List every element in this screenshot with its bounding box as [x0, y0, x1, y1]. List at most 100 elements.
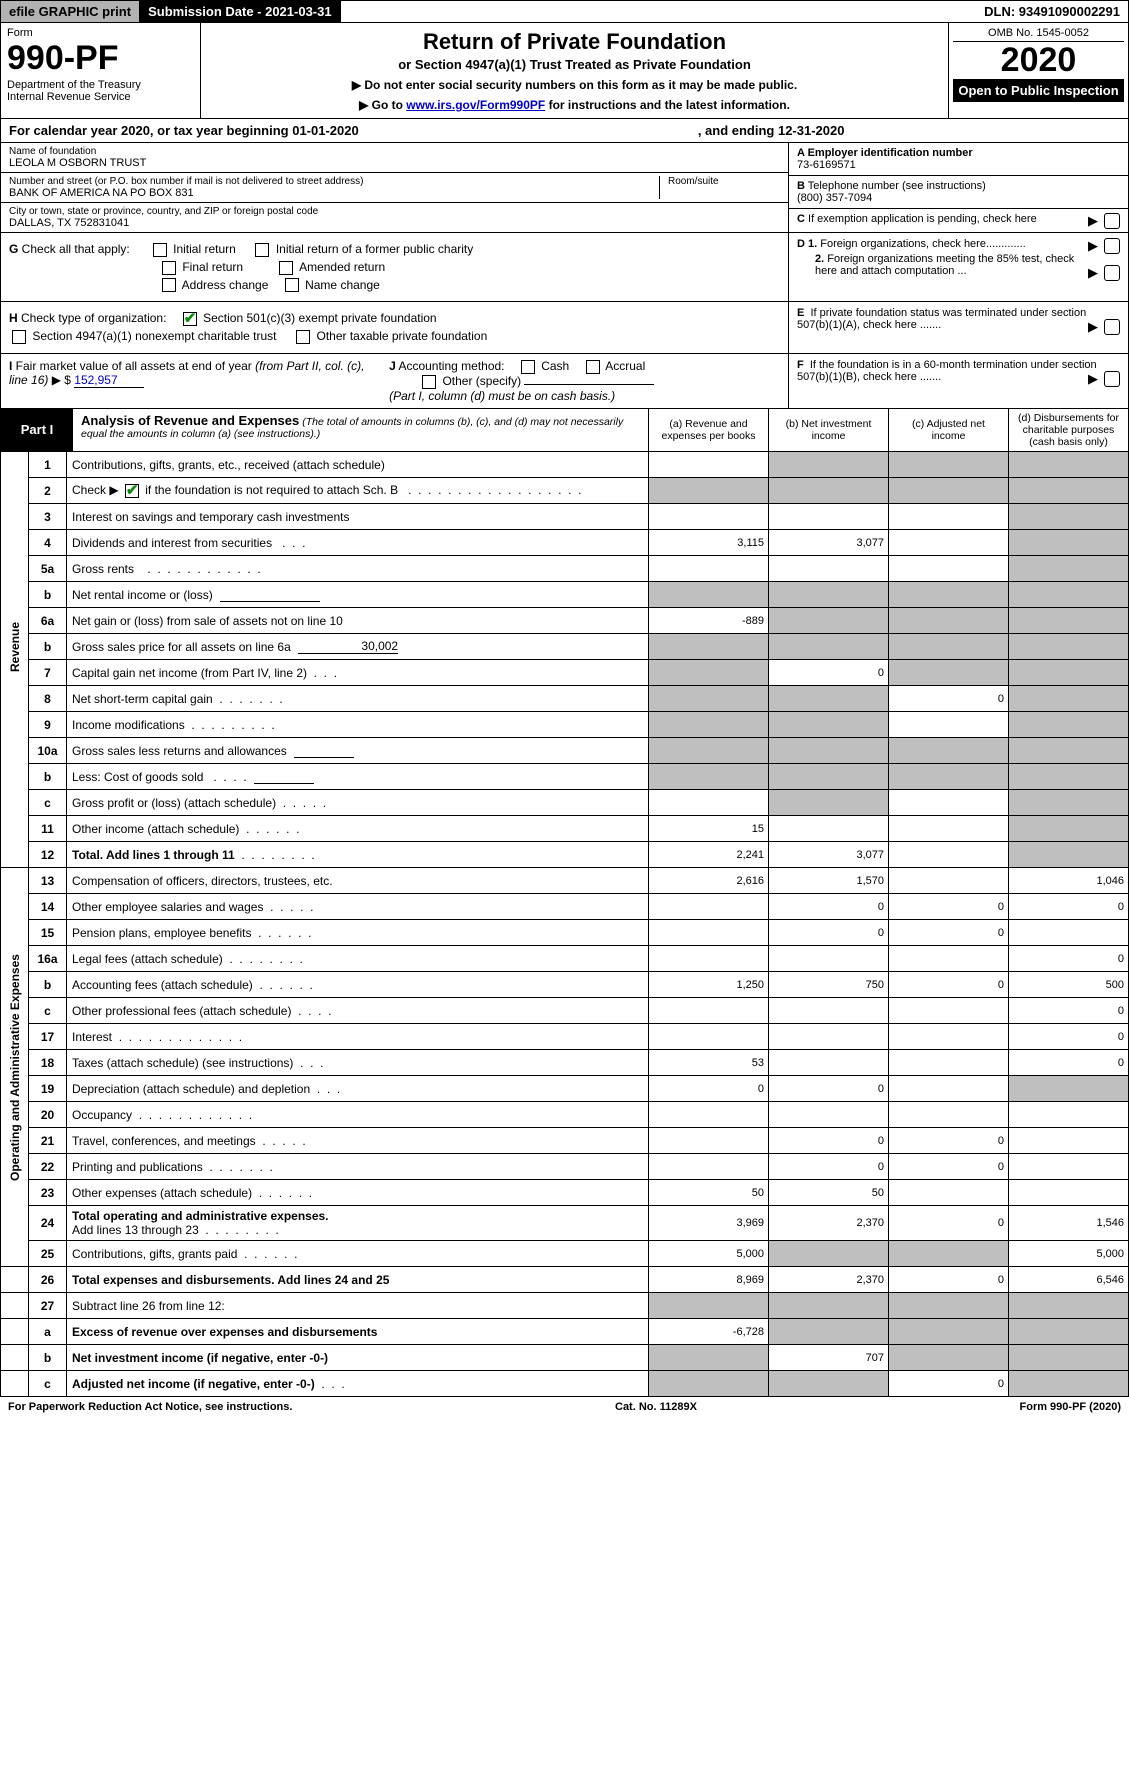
ij-section: I Fair market value of all assets at end…	[1, 354, 788, 408]
table-row: 7 Capital gain net income (from Part IV,…	[1, 660, 1129, 686]
table-row: 25 Contributions, gifts, grants paid . .…	[1, 1241, 1129, 1267]
irs-label: Internal Revenue Service	[7, 91, 194, 103]
omb-number: OMB No. 1545-0052	[953, 25, 1124, 42]
form-label: Form	[7, 27, 194, 39]
table-row: 27 Subtract line 26 from line 12:	[1, 1293, 1129, 1319]
table-row: 22 Printing and publications . . . . . .…	[1, 1154, 1129, 1180]
year-ending: , and ending 12-31-2020	[698, 123, 1120, 138]
part1-col-headers: (a) Revenue and expenses per books (b) N…	[648, 409, 1128, 451]
ident-right: A Employer identification number 73-6169…	[788, 143, 1128, 232]
table-row: 10a Gross sales less returns and allowan…	[1, 738, 1129, 764]
501c3-checkbox[interactable]	[183, 312, 197, 326]
table-row: a Excess of revenue over expenses and di…	[1, 1319, 1129, 1345]
table-row: b Net investment income (if negative, en…	[1, 1345, 1129, 1371]
address-change-checkbox[interactable]	[162, 278, 176, 292]
dept-label: Department of the Treasury	[7, 79, 194, 91]
foundation-name: LEOLA M OSBORN TRUST	[9, 157, 780, 169]
checks-ijf-row: I Fair market value of all assets at end…	[0, 354, 1129, 409]
tax-year: 2020	[953, 42, 1124, 79]
irs-link[interactable]: www.irs.gov/Form990PF	[406, 98, 545, 112]
table-row: c Gross profit or (loss) (attach schedul…	[1, 790, 1129, 816]
accrual-checkbox[interactable]	[586, 360, 600, 374]
foundation-name-row: Name of foundation LEOLA M OSBORN TRUST	[1, 143, 788, 173]
name-change-checkbox[interactable]	[285, 278, 299, 292]
form-title: Return of Private Foundation	[211, 29, 938, 55]
table-row: 11 Other income (attach schedule) . . . …	[1, 816, 1129, 842]
table-row: 24 Total operating and administrative ex…	[1, 1206, 1129, 1241]
top-bar: efile GRAPHIC print Submission Date - 20…	[0, 0, 1129, 23]
part1-header: Part I Analysis of Revenue and Expenses …	[0, 409, 1129, 452]
table-row: 2 Check ▶ if the foundation is not requi…	[1, 478, 1129, 504]
j-note: (Part I, column (d) must be on cash basi…	[389, 389, 615, 403]
form-header: Form 990-PF Department of the Treasury I…	[0, 23, 1129, 119]
header-mid: Return of Private Foundation or Section …	[201, 23, 948, 118]
sch-b-checkbox[interactable]	[125, 484, 139, 498]
footer-mid: Cat. No. 11289X	[615, 1401, 697, 1413]
instr-1: ▶ Do not enter social security numbers o…	[211, 78, 938, 92]
identification-block: Name of foundation LEOLA M OSBORN TRUST …	[0, 143, 1129, 233]
other-taxable-checkbox[interactable]	[296, 330, 310, 344]
part1-table: Revenue 1 Contributions, gifts, grants, …	[0, 452, 1129, 1398]
table-row: 15 Pension plans, employee benefits . . …	[1, 920, 1129, 946]
cash-checkbox[interactable]	[521, 360, 535, 374]
room-label: Room/suite	[668, 176, 780, 187]
year-beginning: For calendar year 2020, or tax year begi…	[9, 123, 698, 138]
initial-return-checkbox[interactable]	[153, 243, 167, 257]
header-right: OMB No. 1545-0052 2020 Open to Public In…	[948, 23, 1128, 118]
submission-date: Submission Date - 2021-03-31	[140, 1, 341, 22]
table-row: 9 Income modifications . . . . . . . . .	[1, 712, 1129, 738]
table-row: 26 Total expenses and disbursements. Add…	[1, 1267, 1129, 1293]
exemption-checkbox[interactable]	[1104, 213, 1120, 229]
col-c-header: (c) Adjusted net income	[888, 409, 1008, 451]
table-row: 6a Net gain or (loss) from sale of asset…	[1, 608, 1129, 634]
table-row: 17 Interest . . . . . . . . . . . . . 0	[1, 1024, 1129, 1050]
4947a1-checkbox[interactable]	[12, 330, 26, 344]
ident-left: Name of foundation LEOLA M OSBORN TRUST …	[1, 143, 788, 232]
col-d-header: (d) Disbursements for charitable purpose…	[1008, 409, 1128, 451]
f-section: F If the foundation is in a 60-month ter…	[788, 354, 1128, 408]
table-row: b Net rental income or (loss)	[1, 582, 1129, 608]
table-row: c Adjusted net income (if negative, ente…	[1, 1371, 1129, 1397]
final-return-checkbox[interactable]	[162, 261, 176, 275]
fmv-value: 152,957	[74, 373, 144, 388]
footer-left: For Paperwork Reduction Act Notice, see …	[8, 1401, 292, 1413]
initial-return-former-checkbox[interactable]	[255, 243, 269, 257]
form-number: 990-PF	[7, 41, 194, 75]
ein-cell: A Employer identification number 73-6169…	[789, 143, 1128, 176]
open-public: Open to Public Inspection	[953, 79, 1124, 102]
table-row: 5a Gross rents . . . . . . . . . . . .	[1, 556, 1129, 582]
table-row: Revenue 1 Contributions, gifts, grants, …	[1, 452, 1129, 478]
checks-he-row: H Check type of organization: Section 50…	[0, 302, 1129, 354]
part1-title-cell: Analysis of Revenue and Expenses (The to…	[73, 409, 648, 451]
table-row: b Gross sales price for all assets on li…	[1, 634, 1129, 660]
g-section: G Check all that apply: Initial return I…	[1, 233, 788, 301]
table-row: 23 Other expenses (attach schedule) . . …	[1, 1180, 1129, 1206]
d1-checkbox[interactable]	[1104, 238, 1120, 254]
form-subtitle: or Section 4947(a)(1) Trust Treated as P…	[211, 57, 938, 72]
e-checkbox[interactable]	[1104, 319, 1120, 335]
table-row: c Other professional fees (attach schedu…	[1, 998, 1129, 1024]
col-a-header: (a) Revenue and expenses per books	[648, 409, 768, 451]
ein-value: 73-6169571	[797, 159, 856, 171]
header-left: Form 990-PF Department of the Treasury I…	[1, 23, 201, 118]
d2-checkbox[interactable]	[1104, 265, 1120, 281]
instr-2: ▶ Go to www.irs.gov/Form990PF for instru…	[211, 98, 938, 112]
dln: DLN: 93491090002291	[976, 1, 1128, 22]
exemption-cell: C If exemption application is pending, c…	[789, 209, 1128, 229]
part1-tab: Part I	[1, 409, 73, 451]
checks-gd-row: G Check all that apply: Initial return I…	[0, 233, 1129, 302]
city-row: City or town, state or province, country…	[1, 203, 788, 232]
col-b-header: (b) Net investment income	[768, 409, 888, 451]
f-checkbox[interactable]	[1104, 371, 1120, 387]
address-row: Number and street (or P.O. box number if…	[1, 173, 788, 203]
table-row: 8 Net short-term capital gain . . . . . …	[1, 686, 1129, 712]
table-row: 14 Other employee salaries and wages . .…	[1, 894, 1129, 920]
arrow-icon: ▶	[1088, 213, 1098, 229]
footer-right: Form 990-PF (2020)	[1020, 1401, 1121, 1413]
amended-return-checkbox[interactable]	[279, 261, 293, 275]
other-method-checkbox[interactable]	[422, 375, 436, 389]
table-row: 21 Travel, conferences, and meetings . .…	[1, 1128, 1129, 1154]
table-row: 16a Legal fees (attach schedule) . . . .…	[1, 946, 1129, 972]
table-row: Operating and Administrative Expenses 13…	[1, 868, 1129, 894]
phone-cell: B Telephone number (see instructions) (8…	[789, 176, 1128, 209]
